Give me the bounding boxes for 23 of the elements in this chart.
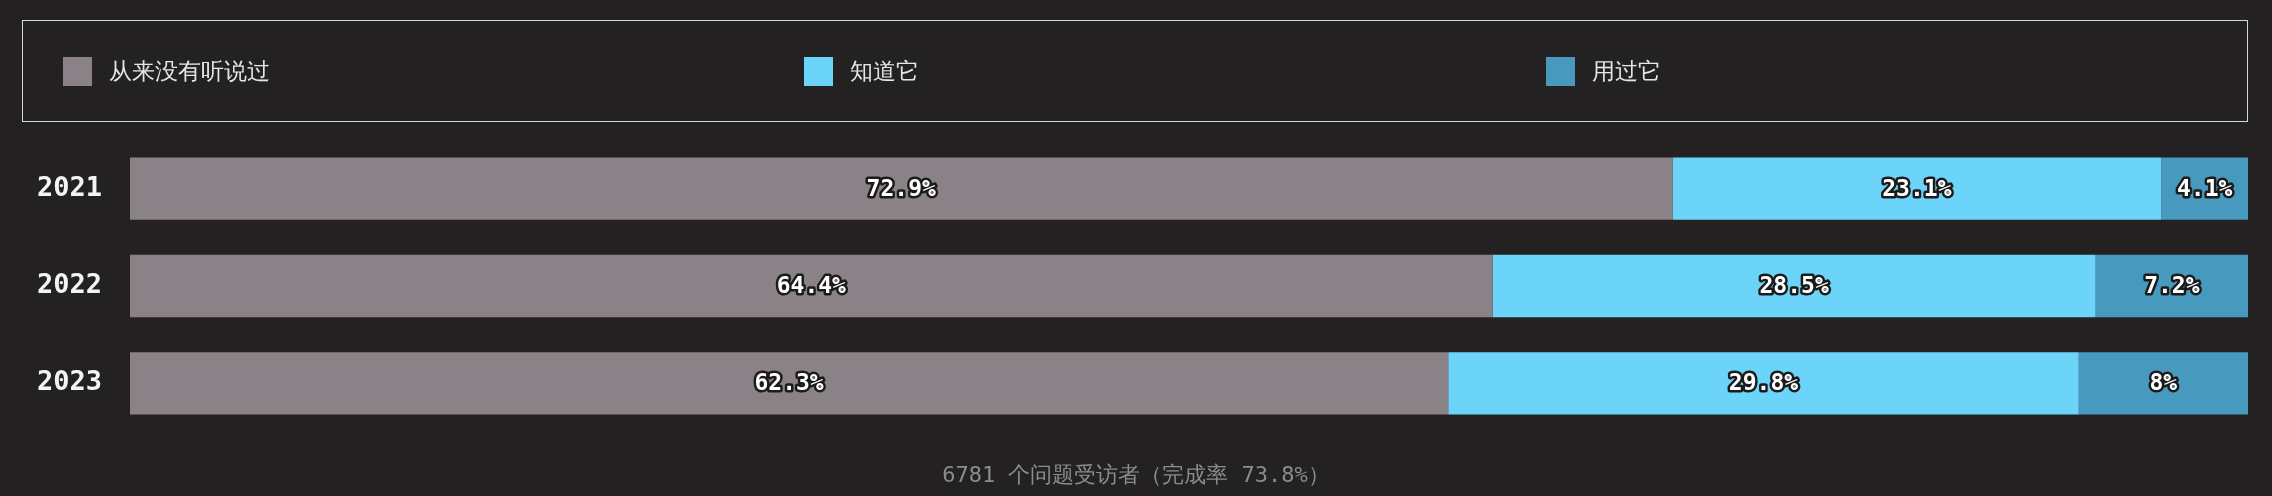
bar [130, 254, 1493, 318]
y-tick-label: 2022 [36, 268, 102, 300]
bar [1448, 352, 2079, 415]
data-label: 4.1% [2176, 174, 2233, 201]
bar [130, 352, 1449, 415]
bar [2078, 352, 2248, 415]
data-label: 64.4% [776, 271, 847, 298]
y-tick-label: 2021 [36, 170, 102, 202]
bar [130, 157, 1673, 220]
text: 6781 个问题受访者（完成率 73.8%） [941, 461, 1331, 489]
legend-label: 用过它 [1591, 56, 1661, 86]
bar [1672, 157, 2162, 220]
y-tick-label: 2023 [36, 365, 102, 397]
data-label: 7.2% [2144, 271, 2200, 298]
legend-label: 知道它 [850, 56, 920, 86]
data-label: 62.3% [754, 369, 824, 396]
legend-label: 从来没有听说过 [109, 56, 270, 86]
data-label: 28.5% [1759, 271, 1829, 298]
data-label: 8% [2149, 369, 2178, 396]
data-label: 29.8% [1728, 369, 1799, 396]
bar [1492, 254, 2096, 318]
data-label: 72.9% [866, 174, 936, 201]
data-label: 23.1% [1882, 174, 1952, 201]
